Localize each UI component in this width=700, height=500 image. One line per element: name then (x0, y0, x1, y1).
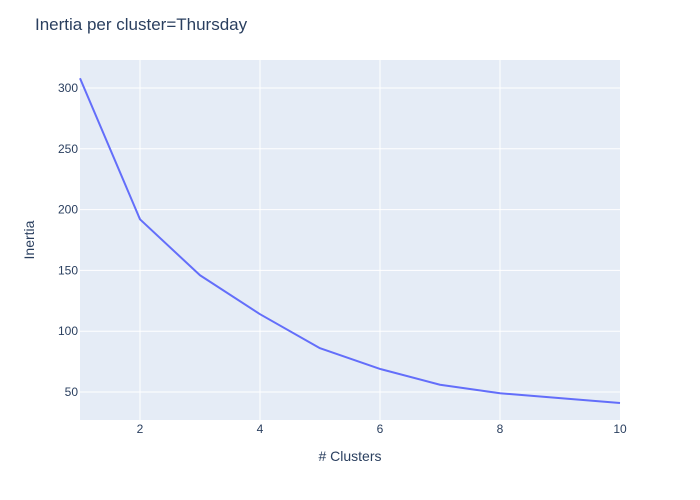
y-tick-label: 150 (58, 263, 78, 277)
chart-title: Inertia per cluster=Thursday (35, 15, 248, 34)
y-tick-label: 200 (58, 203, 78, 217)
y-axis-title: Inertia (21, 220, 37, 259)
series-line (79, 77, 621, 404)
y-tick-labels: 50 100 150 200 250 300 (58, 81, 78, 399)
x-tick-labels: 2 4 6 8 10 (137, 422, 627, 436)
y-tick-label: 250 (58, 142, 78, 156)
x-tick-label: 10 (613, 422, 627, 436)
x-axis-title: # Clusters (318, 448, 381, 464)
y-gridlines (80, 87, 620, 393)
x-tick-label: 8 (497, 422, 504, 436)
x-tick-label: 6 (377, 422, 384, 436)
x-gridlines (139, 60, 501, 420)
plot-area (80, 60, 620, 420)
y-tick-label: 300 (58, 81, 78, 95)
x-tick-label: 4 (257, 422, 264, 436)
x-tick-label: 2 (137, 422, 144, 436)
y-tick-label: 50 (65, 385, 79, 399)
y-tick-label: 100 (58, 324, 78, 338)
